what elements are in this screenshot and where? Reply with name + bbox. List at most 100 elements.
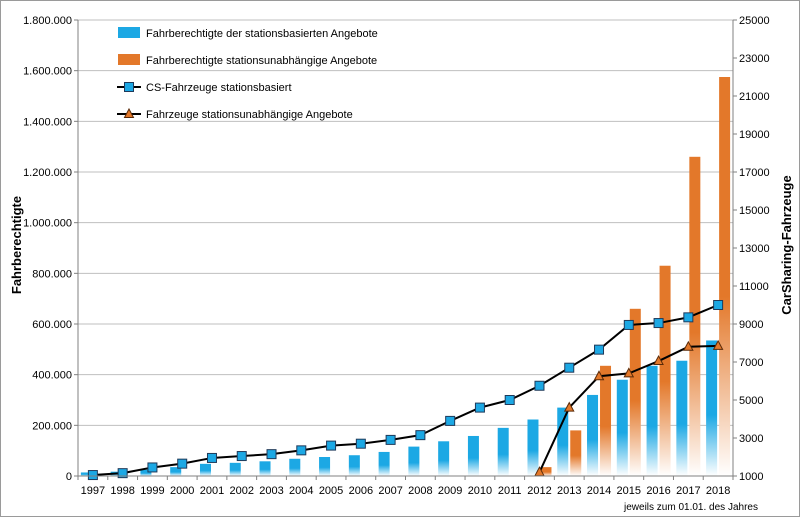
point-square bbox=[326, 440, 337, 451]
point-triangle bbox=[683, 340, 694, 351]
x-tick-label: 2011 bbox=[498, 485, 522, 497]
point-triangle bbox=[593, 370, 605, 381]
point-square bbox=[594, 344, 605, 355]
bar-stationsbasiert bbox=[527, 419, 539, 476]
legend-label: Fahrberechtigte stationsunabhängige Ange… bbox=[146, 55, 377, 67]
bar-stationsbasiert bbox=[676, 360, 688, 476]
point-square bbox=[474, 402, 485, 413]
y-right-tick-label: 1000 bbox=[739, 471, 763, 483]
point-triangle bbox=[563, 401, 575, 412]
x-tick-label: 2005 bbox=[319, 485, 343, 497]
y-right-tick-label: 7000 bbox=[739, 357, 763, 369]
legend-swatch bbox=[118, 54, 140, 65]
y-right-tick-label: 23000 bbox=[739, 53, 770, 65]
y-left-tick-label: 800.000 bbox=[32, 268, 72, 280]
x-tick-label: 2002 bbox=[230, 485, 254, 497]
x-tick-label: 2001 bbox=[200, 485, 224, 497]
point-square bbox=[177, 458, 188, 469]
bar-stationsunabhaengig bbox=[600, 365, 612, 476]
point-square bbox=[623, 319, 634, 330]
bar-stationsbasiert bbox=[199, 463, 211, 476]
bar-stationsbasiert bbox=[289, 458, 301, 476]
x-tick-label: 2017 bbox=[676, 485, 700, 497]
point-square bbox=[653, 318, 664, 329]
bar-stationsunabhaengig bbox=[689, 156, 701, 477]
bar-stationsunabhaengig bbox=[540, 467, 552, 476]
legend-marker-triangle bbox=[123, 107, 135, 118]
y-axis-right-title: CarSharing-Fahrzeuge bbox=[779, 175, 794, 314]
point-square bbox=[564, 362, 575, 373]
point-square bbox=[206, 452, 217, 463]
x-tick-label: 2016 bbox=[646, 485, 670, 497]
y-right-tick-label: 19000 bbox=[739, 129, 770, 141]
x-tick-label: 2006 bbox=[349, 485, 373, 497]
point-square bbox=[355, 438, 366, 449]
bar-stationsbasiert bbox=[438, 441, 450, 476]
point-square bbox=[445, 415, 456, 426]
y-axis-left-title: Fahrberechtigte bbox=[9, 196, 24, 294]
bar-stationsbasiert bbox=[706, 340, 718, 476]
bar-stationsbasiert bbox=[259, 461, 271, 476]
bar-stationsbasiert bbox=[319, 457, 331, 476]
y-right-tick-label: 13000 bbox=[739, 243, 770, 255]
bar-stationsbasiert bbox=[348, 455, 360, 476]
legend-label: Fahrzeuge stationsunabhängige Angebote bbox=[146, 109, 353, 121]
point-triangle bbox=[623, 367, 635, 378]
x-tick-label: 1997 bbox=[81, 485, 105, 497]
bar-stationsbasiert bbox=[587, 394, 599, 476]
point-square bbox=[713, 300, 724, 310]
y-left-tick-label: 200.000 bbox=[32, 420, 72, 432]
y-left-tick-label: 1.600.000 bbox=[23, 66, 72, 78]
x-tick-label: 2014 bbox=[587, 485, 611, 497]
x-tick-label: 1998 bbox=[110, 485, 134, 497]
x-tick-label: 2000 bbox=[170, 485, 194, 497]
y-right-tick-label: 5000 bbox=[739, 395, 763, 407]
point-square bbox=[236, 451, 247, 462]
point-square bbox=[266, 449, 277, 460]
point-square bbox=[117, 468, 128, 479]
x-tick-label: 2018 bbox=[706, 485, 730, 497]
y-left-tick-label: 600.000 bbox=[32, 319, 72, 331]
legend-label: CS-Fahrzeuge stationsbasiert bbox=[146, 82, 292, 94]
x-tick-label: 2008 bbox=[408, 485, 432, 497]
point-square bbox=[87, 470, 98, 481]
y-right-tick-label: 21000 bbox=[739, 91, 770, 103]
x-tick-label: 2007 bbox=[378, 485, 402, 497]
y-right-tick-label: 9000 bbox=[739, 319, 763, 331]
y-left-tick-label: 1.800.000 bbox=[23, 15, 72, 27]
y-left-tick-label: 1.400.000 bbox=[23, 116, 72, 128]
point-triangle bbox=[653, 354, 664, 366]
y-right-tick-label: 25000 bbox=[739, 15, 770, 27]
y-left-tick-label: 1.000.000 bbox=[23, 218, 72, 230]
point-square bbox=[296, 445, 307, 456]
bar-stationsunabhaengig bbox=[570, 430, 582, 476]
bar-stationsbasiert bbox=[378, 451, 390, 476]
bar-stationsunabhaengig bbox=[719, 77, 731, 476]
bar-stationsbasiert bbox=[80, 472, 92, 476]
y-right-tick-label: 15000 bbox=[739, 205, 770, 217]
x-tick-label: 2009 bbox=[438, 485, 462, 497]
y-right-tick-label: 17000 bbox=[739, 167, 770, 179]
bar-stationsbasiert bbox=[170, 467, 182, 476]
bar-stationsbasiert bbox=[616, 379, 628, 476]
x-axis-note: jeweils zum 01.01. des Jahres bbox=[623, 502, 758, 513]
point-square bbox=[415, 430, 426, 441]
bar-stationsbasiert bbox=[140, 469, 152, 476]
bar-stationsbasiert bbox=[646, 365, 658, 476]
bar-stationsbasiert bbox=[467, 435, 479, 476]
point-square bbox=[534, 380, 545, 391]
y-left-tick-label: 1.200.000 bbox=[23, 167, 72, 179]
point-square bbox=[504, 395, 515, 405]
x-tick-label: 2015 bbox=[617, 485, 641, 497]
point-square bbox=[147, 462, 158, 473]
legend-marker-square bbox=[124, 82, 134, 92]
x-tick-label: 2003 bbox=[259, 485, 283, 497]
bar-stationsbasiert bbox=[408, 446, 420, 476]
legend-label: Fahrberechtigte der stationsbasierten An… bbox=[146, 28, 378, 40]
point-triangle bbox=[712, 339, 724, 350]
x-tick-label: 2013 bbox=[557, 485, 581, 497]
bar-stationsbasiert bbox=[557, 407, 569, 476]
x-tick-label: 1999 bbox=[140, 485, 164, 497]
